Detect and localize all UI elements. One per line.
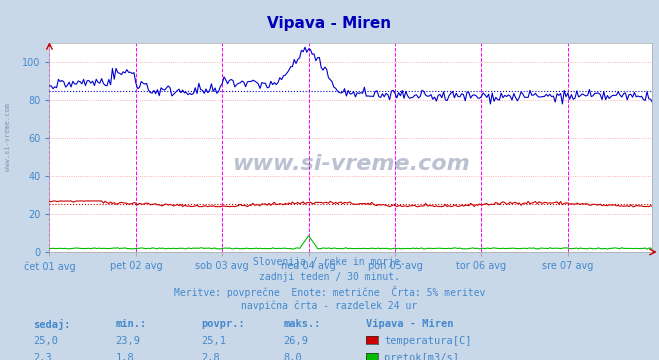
- Text: 26,9: 26,9: [283, 336, 308, 346]
- Text: 1,8: 1,8: [115, 353, 134, 360]
- Text: Slovenija / reke in morje.: Slovenija / reke in morje.: [253, 257, 406, 267]
- Text: temperatura[C]: temperatura[C]: [384, 336, 472, 346]
- Text: www.si-vreme.com: www.si-vreme.com: [232, 154, 470, 174]
- Text: 25,0: 25,0: [33, 336, 58, 346]
- Text: 23,9: 23,9: [115, 336, 140, 346]
- Text: min.:: min.:: [115, 319, 146, 329]
- Text: maks.:: maks.:: [283, 319, 321, 329]
- Text: sedaj:: sedaj:: [33, 319, 71, 330]
- Text: 25,1: 25,1: [201, 336, 226, 346]
- Text: Vipava - Miren: Vipava - Miren: [268, 16, 391, 31]
- Text: navpična črta - razdelek 24 ur: navpična črta - razdelek 24 ur: [241, 301, 418, 311]
- Text: povpr.:: povpr.:: [201, 319, 244, 329]
- Text: www.si-vreme.com: www.si-vreme.com: [5, 103, 11, 171]
- Text: 8,0: 8,0: [283, 353, 302, 360]
- Text: pretok[m3/s]: pretok[m3/s]: [384, 353, 459, 360]
- Text: 2,3: 2,3: [33, 353, 51, 360]
- Text: 2,8: 2,8: [201, 353, 219, 360]
- Text: Meritve: povprečne  Enote: metrične  Črta: 5% meritev: Meritve: povprečne Enote: metrične Črta:…: [174, 286, 485, 298]
- Text: Vipava - Miren: Vipava - Miren: [366, 319, 453, 329]
- Text: zadnji teden / 30 minut.: zadnji teden / 30 minut.: [259, 272, 400, 282]
